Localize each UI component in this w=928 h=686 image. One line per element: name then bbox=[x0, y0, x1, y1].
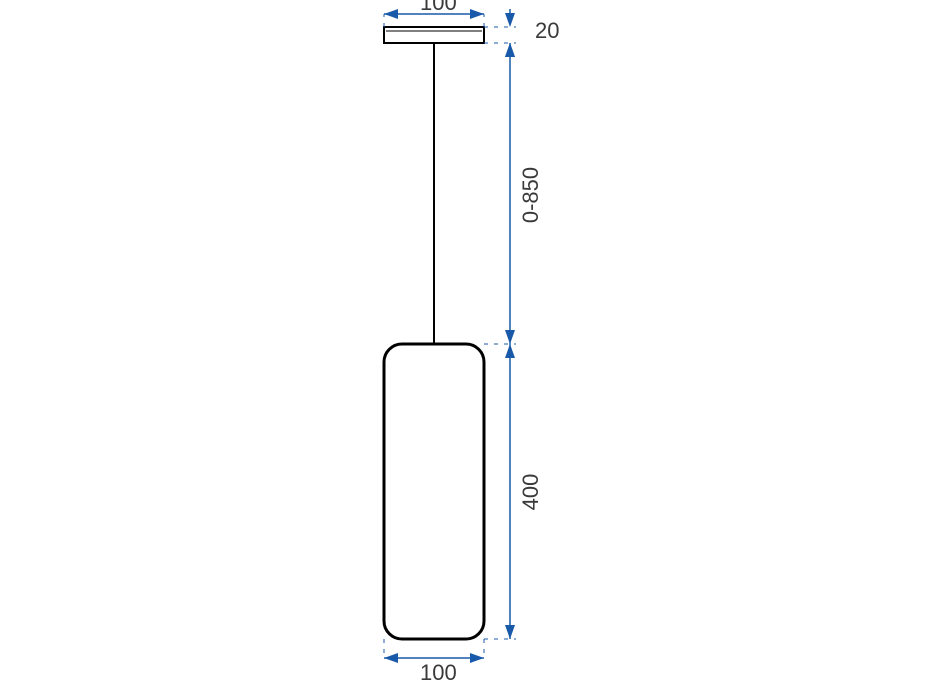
dim-top-width: 100 bbox=[420, 0, 457, 15]
dim-cord-length: 0-850 bbox=[518, 167, 543, 223]
canopy bbox=[384, 27, 484, 43]
dim-body-height: 400 bbox=[518, 474, 543, 511]
dim-bottom-width: 100 bbox=[420, 660, 457, 685]
lamp-body bbox=[384, 344, 484, 639]
dim-canopy-height: 20 bbox=[535, 18, 559, 43]
